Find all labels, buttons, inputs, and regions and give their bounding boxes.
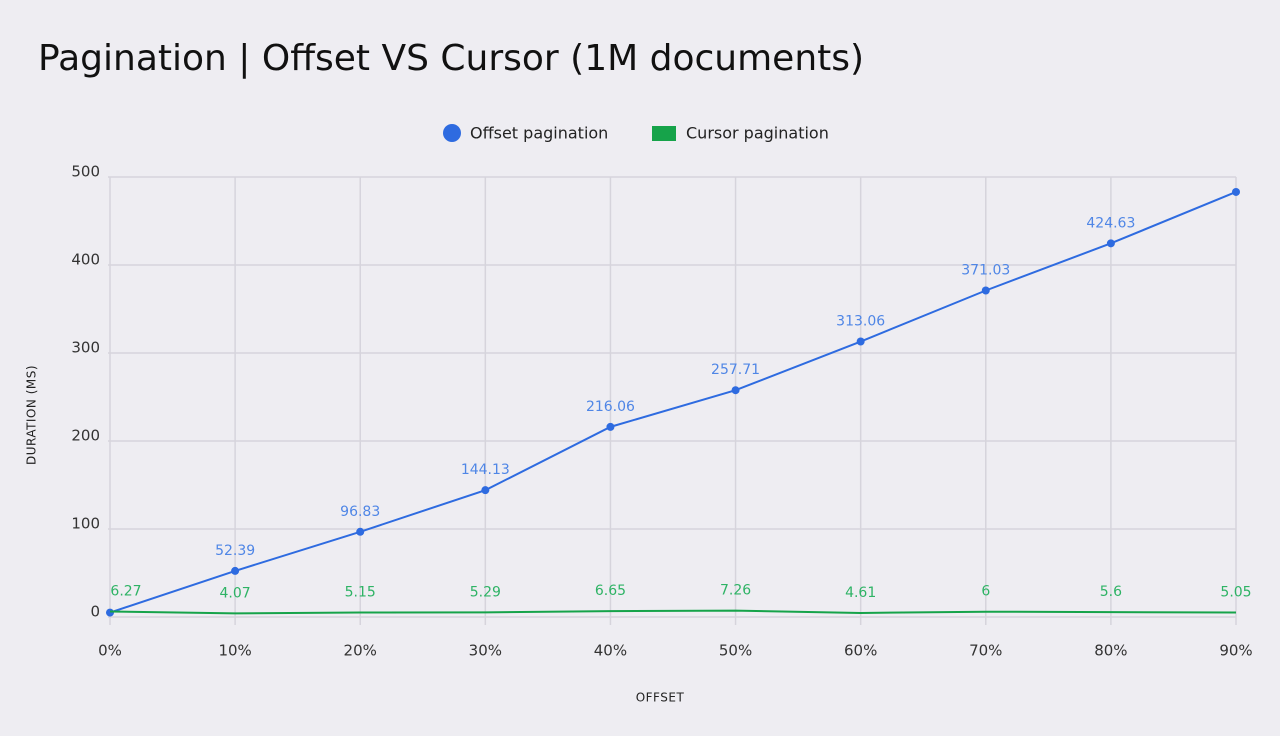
y-axis-title: DURATION (MS)	[25, 365, 39, 465]
data-point	[481, 486, 490, 495]
data-point	[606, 422, 615, 431]
legend-marker	[652, 126, 676, 141]
x-axis-title: OFFSET	[636, 691, 685, 705]
y-tick-label: 300	[71, 339, 100, 357]
data-label: 4.61	[845, 585, 876, 601]
data-point	[1232, 187, 1240, 196]
x-tick-label: 40%	[594, 642, 627, 660]
data-label: 52.39	[215, 543, 255, 559]
data-label: 257.71	[711, 362, 760, 378]
x-tick-label: 90%	[1219, 642, 1252, 660]
x-tick-label: 30%	[469, 642, 502, 660]
data-label: 313.06	[836, 314, 885, 330]
data-point	[856, 337, 865, 346]
data-point	[106, 608, 114, 617]
data-label: 371.03	[961, 262, 1010, 278]
x-tick-label: 50%	[719, 642, 752, 660]
data-label: 5.15	[345, 584, 376, 600]
x-tick-label: 80%	[1094, 642, 1127, 660]
y-tick-label: 100	[71, 515, 100, 533]
data-label: 96.83	[340, 504, 380, 520]
data-point	[1106, 239, 1115, 248]
data-label: 5.05	[1220, 585, 1251, 601]
data-label: 4.07	[220, 585, 251, 601]
series-line	[109, 191, 1237, 614]
x-tick-label: 0%	[98, 642, 122, 660]
data-label: 5.29	[470, 584, 501, 600]
x-tick-label: 20%	[344, 642, 377, 660]
legend-label: Cursor pagination	[686, 124, 829, 143]
x-tick-label: 60%	[844, 642, 877, 660]
data-point	[231, 566, 240, 575]
x-tick-label: 10%	[218, 642, 251, 660]
data-label: 7.26	[720, 583, 751, 599]
data-label: 5.6	[1100, 584, 1122, 600]
series-line	[109, 609, 1237, 615]
y-tick-label: 0	[90, 603, 100, 621]
data-label: 216.06	[586, 399, 635, 415]
x-tick-label: 70%	[969, 642, 1002, 660]
data-label: 6	[981, 584, 990, 600]
data-label: 6.27	[110, 583, 141, 599]
y-tick-label: 500	[71, 163, 100, 181]
chart-title: Pagination | Offset VS Cursor (1M docume…	[38, 38, 864, 79]
legend-label: Offset pagination	[470, 124, 608, 143]
y-tick-label: 400	[71, 251, 100, 269]
data-point	[981, 286, 990, 295]
data-label: 6.65	[595, 583, 626, 599]
data-point	[356, 527, 365, 536]
y-tick-label: 200	[71, 427, 100, 445]
data-label: 424.63	[1086, 215, 1135, 231]
data-label: 144.13	[461, 462, 510, 478]
legend-marker	[443, 124, 461, 142]
data-point	[731, 386, 740, 395]
